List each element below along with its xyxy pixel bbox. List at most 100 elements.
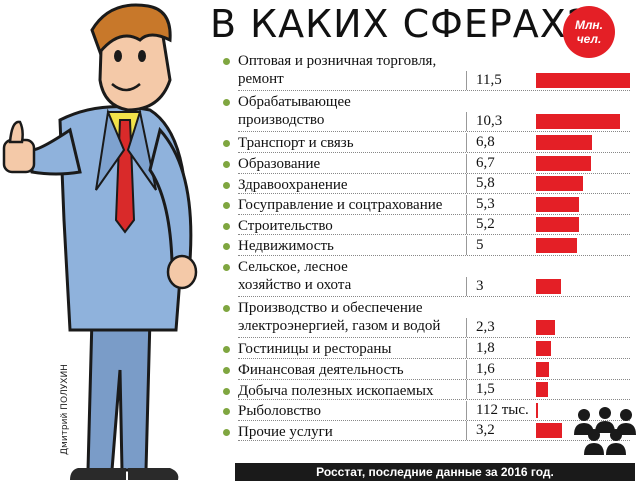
value-label: 6,8 bbox=[476, 133, 495, 150]
category-label: Финансовая деятельность bbox=[238, 362, 404, 378]
row-bullet bbox=[223, 181, 230, 189]
row-value-separator bbox=[466, 174, 467, 194]
chart-row: Сельское, лесное хозяйство и охота 3 bbox=[0, 256, 640, 298]
category-label: Прочие услуги bbox=[238, 423, 333, 440]
row-divider bbox=[238, 131, 630, 133]
row-value-separator bbox=[466, 318, 467, 338]
row-bullet bbox=[223, 346, 230, 354]
bar bbox=[536, 402, 538, 418]
value-label: 1,8 bbox=[476, 339, 495, 356]
bar bbox=[536, 134, 592, 150]
row-divider bbox=[238, 213, 630, 215]
value-label: 112 тыс. bbox=[476, 401, 529, 418]
row-bullet bbox=[223, 161, 230, 168]
value-label: 10,3 bbox=[476, 113, 503, 130]
bar bbox=[536, 423, 562, 439]
chart-row: Финансовая деятельность 1,6 bbox=[0, 359, 640, 380]
bar bbox=[536, 217, 579, 233]
category-label: Транспорт и связь bbox=[238, 135, 354, 152]
bar bbox=[536, 73, 630, 89]
bar bbox=[536, 361, 549, 377]
value-label: 3,2 bbox=[476, 422, 495, 439]
category-label: Недвижимость bbox=[238, 238, 334, 255]
bar bbox=[536, 320, 555, 336]
row-value-separator bbox=[466, 194, 467, 214]
chart-row: Производство и обеспечение электроэнерги… bbox=[0, 297, 640, 339]
businessman-illustration bbox=[0, 0, 232, 487]
row-value-separator bbox=[466, 277, 467, 297]
unit-badge-line1: Млн. bbox=[574, 18, 604, 32]
bar bbox=[536, 382, 548, 398]
row-divider bbox=[238, 193, 630, 195]
chart-row: Оптовая и розничная торговля, ремонт 11,5 bbox=[0, 50, 640, 92]
row-value-separator bbox=[466, 338, 467, 358]
row-value-separator bbox=[466, 153, 467, 173]
chart-title: В КАКИХ СФЕРАХ? bbox=[210, 2, 589, 46]
row-bullet bbox=[223, 243, 230, 251]
row-bullet bbox=[223, 202, 230, 210]
bar bbox=[536, 196, 579, 212]
value-label: 3 bbox=[476, 278, 484, 295]
bar bbox=[536, 279, 561, 295]
bar bbox=[536, 114, 620, 130]
chart-row: Добыча полезных ископаемых 1,5 bbox=[0, 380, 640, 401]
source-footer: Росстат, последние данные за 2016 год. bbox=[235, 463, 635, 481]
row-bullet bbox=[223, 305, 230, 313]
row-divider bbox=[238, 172, 630, 174]
row-bullet bbox=[223, 140, 230, 148]
row-value-separator bbox=[466, 421, 467, 441]
row-divider bbox=[238, 254, 630, 256]
bar bbox=[536, 237, 577, 253]
chart-row: Строительство 5,2 bbox=[0, 215, 640, 236]
value-label: 2,3 bbox=[476, 319, 495, 336]
category-label: Госуправление и соцтрахование bbox=[238, 197, 443, 214]
row-value-separator bbox=[466, 132, 467, 152]
chart-row: Здравоохранение 5,8 bbox=[0, 174, 640, 195]
chart-row: Госуправление и соцтрахование 5,3 bbox=[0, 194, 640, 215]
row-value-separator bbox=[466, 235, 467, 255]
bar bbox=[536, 176, 583, 192]
row-divider bbox=[238, 296, 630, 298]
category-label: Рыболовство bbox=[238, 403, 322, 420]
chart-row: Обрабатывающее производство 10,3 bbox=[0, 91, 640, 133]
category-label: Гостиницы и рестораны bbox=[238, 341, 392, 358]
bar bbox=[536, 155, 591, 171]
chart-row: Гостиницы и рестораны 1,8 bbox=[0, 338, 640, 359]
value-label: 5 bbox=[476, 236, 484, 253]
row-bullet bbox=[223, 367, 230, 374]
category-label: Образование bbox=[238, 156, 321, 172]
unit-badge-line2: чел. bbox=[576, 32, 602, 46]
bar bbox=[536, 340, 551, 356]
value-label: 11,5 bbox=[476, 72, 502, 89]
row-value-separator bbox=[466, 400, 467, 420]
row-value-separator bbox=[466, 380, 467, 400]
category-label: Сельское, лесное хозяйство и охота bbox=[238, 259, 352, 293]
row-divider bbox=[238, 399, 630, 401]
row-bullet bbox=[223, 222, 230, 230]
chart-row: Образование 6,7 bbox=[0, 153, 640, 174]
row-value-separator bbox=[466, 359, 467, 379]
category-label: Производство и обеспечение электроэнерги… bbox=[238, 300, 441, 335]
chart-row: Рыболовство 112 тыс. bbox=[0, 400, 640, 421]
row-value-separator bbox=[466, 112, 467, 132]
row-divider bbox=[238, 234, 630, 236]
row-divider bbox=[238, 151, 630, 153]
row-bullet bbox=[223, 387, 230, 395]
category-label: Добыча полезных ископаемых bbox=[238, 382, 434, 399]
value-label: 1,5 bbox=[476, 381, 495, 398]
row-divider bbox=[238, 378, 630, 380]
category-label: Оптовая и розничная торговля, ремонт bbox=[238, 53, 437, 87]
chart-row: Транспорт и связь 6,8 bbox=[0, 132, 640, 153]
chart-row: Прочие услуги 3,2 bbox=[0, 421, 640, 442]
value-label: 1,6 bbox=[476, 360, 495, 377]
value-label: 6,7 bbox=[476, 154, 495, 171]
row-bullet bbox=[223, 99, 230, 107]
value-label: 5,8 bbox=[476, 175, 495, 192]
row-bullet bbox=[223, 58, 230, 65]
row-divider bbox=[238, 440, 630, 442]
row-divider bbox=[238, 90, 630, 92]
value-label: 5,2 bbox=[476, 216, 495, 233]
unit-badge: Млн. чел. bbox=[563, 6, 615, 58]
row-divider bbox=[238, 337, 630, 339]
